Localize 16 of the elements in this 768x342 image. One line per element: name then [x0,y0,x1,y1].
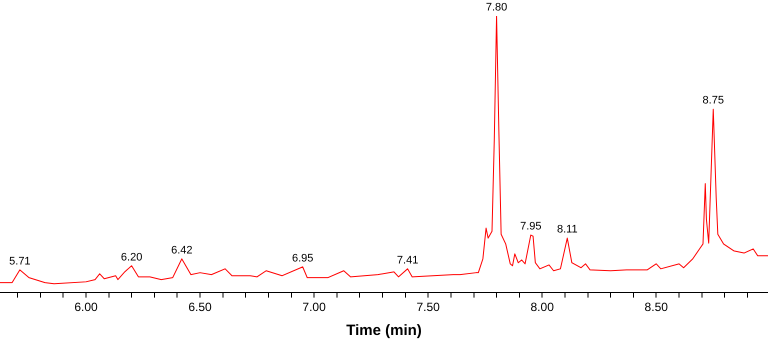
x-tick-label: 6.00 [74,300,98,314]
x-tick-label: 6.50 [188,300,212,314]
annotation: 8.75 [702,94,724,107]
x-tick-label: 7.00 [302,300,326,314]
annotation: 7.41 [396,254,418,266]
annotation: 7.80 [486,2,508,14]
x-tick-label: 8.00 [530,300,554,314]
x-tick-label: 8.50 [644,300,668,314]
annotation: 6.95 [292,252,314,264]
x-axis-title: Time (min) [346,322,422,340]
annotation: 5.71 [9,255,31,268]
x-tick-label: 7.50 [416,300,440,314]
annotation: 7.95 [520,220,542,233]
annotation: 8.11 [556,224,578,236]
annotation: 6.20 [120,251,142,264]
annotation: 6.42 [171,244,193,256]
